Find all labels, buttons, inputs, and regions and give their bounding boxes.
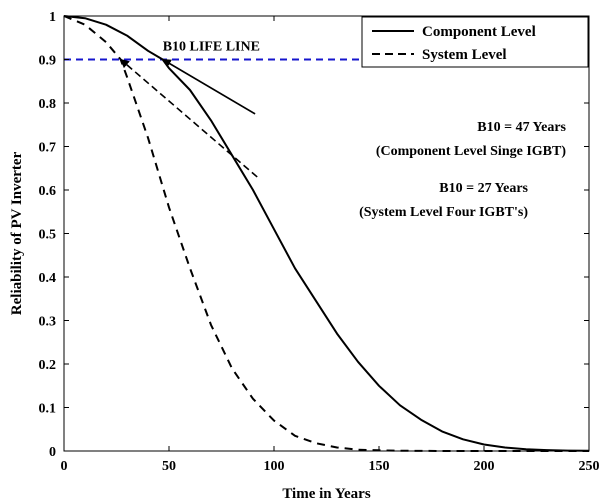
x-tick-label: 50 xyxy=(162,459,176,474)
y-tick-label: 0.5 xyxy=(39,228,57,243)
legend-box xyxy=(361,16,589,68)
x-tick-label: 250 xyxy=(579,459,600,474)
annotation-arrow-component xyxy=(161,58,256,115)
y-axis-label: Reliability of PV Inverter xyxy=(9,151,25,315)
x-tick-label: 200 xyxy=(474,459,495,474)
annotation-arrow-system xyxy=(120,58,258,178)
annotation-text-system-1: (System Level Four IGBT's) xyxy=(359,205,528,220)
y-tick-label: 0.1 xyxy=(39,402,57,417)
y-tick-label: 0 xyxy=(49,445,56,460)
annotation-text-component-0: B10 = 47 Years xyxy=(477,120,566,135)
legend-label-system: System Level xyxy=(422,47,507,63)
y-tick-label: 0.8 xyxy=(39,97,57,112)
y-tick-label: 0.3 xyxy=(39,315,57,330)
series-layer xyxy=(63,15,590,452)
y-tick-label: 0.6 xyxy=(39,184,57,199)
y-tick-label: 1 xyxy=(49,10,56,25)
annotation-layer: B10 = 47 Years (Component Level Singe IGB… xyxy=(120,58,567,220)
annotation-text-system-0: B10 = 27 Years xyxy=(439,181,528,196)
y-tick-label: 0.7 xyxy=(39,141,57,156)
y-tick-label: 0.9 xyxy=(39,54,57,69)
annotation-text-component-1: (Component Level Singe IGBT) xyxy=(376,144,567,159)
x-axis-label: Time in Years xyxy=(282,486,370,502)
plot-area xyxy=(64,16,589,451)
legend: Component Level System Level xyxy=(361,16,589,68)
series-line-1 xyxy=(63,15,589,452)
y-tick-label: 0.4 xyxy=(39,271,57,286)
x-tick-label: 150 xyxy=(369,459,390,474)
b10-life-line-label: B10 LIFE LINE xyxy=(163,40,260,55)
y-tick-label: 0.2 xyxy=(39,358,57,373)
series-line-0 xyxy=(63,15,590,452)
x-tick-label: 100 xyxy=(264,459,285,474)
legend-label-component: Component Level xyxy=(422,24,536,40)
y-axis: 0 0.1 0.2 0.3 0.4 0.5 0.6 0.7 0.8 0.9 1 xyxy=(39,10,589,460)
x-tick-label: 0 xyxy=(61,459,68,474)
